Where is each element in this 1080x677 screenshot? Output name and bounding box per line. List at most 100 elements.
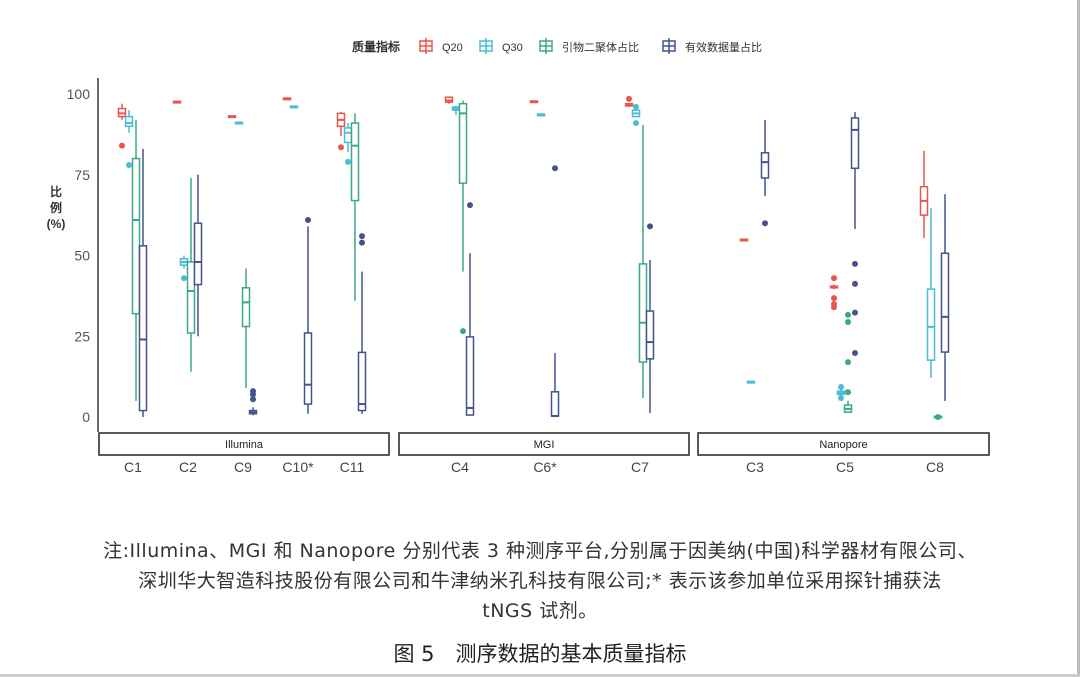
- legend-label: Q30: [502, 42, 523, 54]
- box-C2-有效数据量占比: [193, 174, 203, 337]
- outlier-point: [838, 383, 844, 390]
- box-C5-引物二聚体占比: [843, 311, 853, 413]
- y-axis-label: 比: [50, 184, 62, 199]
- legend-label: 有效数据量占比: [685, 40, 762, 54]
- box-C5-Q20: [829, 275, 839, 311]
- outlier-point: [852, 280, 858, 287]
- x-tick-label: C6*: [533, 459, 557, 475]
- box-iqr: [550, 391, 560, 417]
- outlier-point: [359, 239, 365, 246]
- outlier-point: [852, 350, 858, 357]
- box-C11-Q30: [343, 123, 353, 165]
- box-C3-Q30: [746, 380, 756, 384]
- box-C8-引物二聚体占比: [933, 414, 943, 420]
- legend-key-Q30: Q30: [479, 38, 523, 54]
- box-iqr: [645, 310, 655, 360]
- box-iqr: [850, 117, 860, 170]
- box-C4-Q20: [444, 96, 454, 104]
- box-C10*-Q30: [289, 105, 299, 109]
- box-C3-Q20: [739, 238, 749, 242]
- facet-strip: [398, 432, 690, 456]
- caption-note-line-2: 深圳华大智造科技股份有限公司和牛津纳米孔科技有限公司;* 表示该参加单位采用探针…: [138, 570, 942, 592]
- outlier-point: [181, 275, 187, 282]
- page-edge: [1077, 0, 1080, 677]
- box-C7-引物二聚体占比: [638, 125, 648, 398]
- facet-nanopore: Nanopore C3 C5 C8: [697, 112, 990, 475]
- y-axis-label: 例: [50, 200, 62, 215]
- box-iqr: [940, 252, 950, 353]
- outlier-point: [460, 328, 466, 335]
- outlier-point: [935, 414, 941, 420]
- box-C7-Q30: [631, 103, 641, 127]
- outlier-point: [633, 103, 639, 110]
- box-C2-Q30: [179, 255, 189, 282]
- box-C7-有效数据量占比: [645, 223, 655, 414]
- x-tick-label: C11: [340, 459, 365, 475]
- outlier-point: [845, 389, 851, 396]
- legend-title: 质量指标: [352, 39, 400, 54]
- y-tick-label: 0: [82, 409, 90, 425]
- facet-strip-label: Illumina: [225, 439, 264, 451]
- y-tick-label: 100: [67, 86, 91, 102]
- outlier-point: [626, 95, 632, 102]
- box-C9-有效数据量占比: [248, 388, 258, 416]
- x-tick-label: C5: [836, 459, 854, 475]
- outlier-point: [250, 396, 256, 403]
- box-C10*-Q20: [282, 97, 292, 101]
- outlier-point: [467, 202, 473, 209]
- box-C1-有效数据量占比: [138, 148, 148, 417]
- y-axis-label: (%): [47, 217, 66, 231]
- box-iqr: [638, 263, 648, 363]
- box-C5-Q30: [836, 383, 846, 401]
- outlier-point: [852, 260, 858, 267]
- outlier-point: [359, 233, 365, 240]
- outlier-point: [831, 275, 837, 282]
- x-tick-label: C2: [179, 459, 197, 475]
- caption-note-line-3: tNGS 试剂。: [482, 600, 598, 622]
- box-iqr: [343, 127, 353, 144]
- outlier-point: [852, 309, 858, 316]
- box-C6*-Q20: [529, 100, 539, 104]
- facet-strip: [697, 432, 990, 456]
- box-iqr: [350, 122, 360, 202]
- outlier-point: [345, 158, 351, 165]
- caption-note-line-1: 注:Illumina、MGI 和 Nanopore 分别代表 3 种测序平台,分…: [103, 540, 977, 562]
- facet-mgi: MGI C4 C6* C7: [398, 95, 690, 475]
- outlier-point: [250, 388, 256, 395]
- facet-strip: [98, 432, 390, 456]
- box-C4-有效数据量占比: [465, 202, 475, 416]
- outlier-point: [845, 311, 851, 318]
- box-C11-引物二聚体占比: [350, 113, 360, 301]
- legend-key-引物二聚体占比: 引物二聚体占比: [539, 38, 639, 54]
- box-iqr: [458, 102, 468, 184]
- outlier-point: [838, 394, 844, 401]
- x-tick-label: C8: [926, 459, 944, 475]
- box-iqr: [138, 245, 148, 412]
- box-C9-Q30: [234, 121, 244, 125]
- box-C3-有效数据量占比: [760, 119, 770, 227]
- page-edge: [0, 674, 1080, 677]
- box-iqr: [193, 222, 203, 286]
- outlier-point: [126, 162, 132, 169]
- box-C6*-Q30: [536, 113, 546, 117]
- outlier-point: [647, 223, 653, 230]
- box-C2-引物二聚体占比: [186, 177, 196, 372]
- box-C1-Q30: [124, 110, 134, 169]
- x-tick-label: C7: [631, 459, 649, 475]
- box-C6*-有效数据量占比: [550, 165, 560, 418]
- box-C1-引物二聚体占比: [131, 119, 141, 401]
- box-C8-Q30: [926, 208, 936, 378]
- box-iqr: [303, 332, 313, 405]
- box-C11-Q20: [336, 111, 346, 151]
- box-iqr: [760, 152, 770, 179]
- outlier-point: [845, 319, 851, 326]
- box-C5-有效数据量占比: [850, 112, 860, 357]
- facet-strip-label: Nanopore: [819, 439, 867, 451]
- box-C9-引物二聚体占比: [241, 268, 251, 388]
- box-iqr: [131, 157, 141, 315]
- box-C11-有效数据量占比: [357, 233, 367, 414]
- outlier-point: [552, 165, 558, 172]
- legend-label: 引物二聚体占比: [562, 40, 639, 54]
- box-iqr: [357, 351, 367, 412]
- outlier-point: [633, 120, 639, 127]
